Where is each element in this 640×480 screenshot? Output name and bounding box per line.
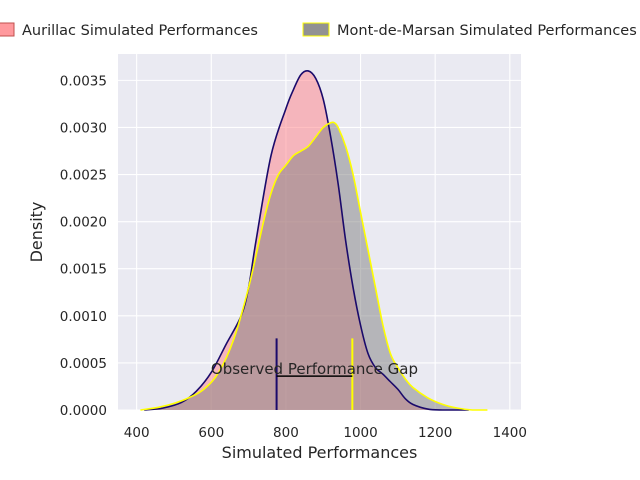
density-line-1 — [144, 70, 469, 411]
y-tick-label: 0.0000 — [60, 403, 107, 419]
y-axis-label: Density — [27, 202, 46, 263]
x-tick-labels: 400 600 800 1000 1200 1400 — [124, 425, 527, 441]
x-tick-label: 800 — [273, 425, 299, 441]
legend-swatch-1 — [0, 22, 15, 37]
y-tick-label: 0.0025 — [60, 168, 107, 184]
legend-label-2: Mont-de-Marsan Simulated Performances — [337, 23, 637, 39]
x-tick-label: 400 — [124, 425, 150, 441]
x-axis-label: Simulated Performances — [222, 443, 418, 462]
density-area-2 — [140, 122, 488, 410]
legend-label-1: Aurillac Simulated Performances — [22, 23, 258, 39]
gap-annotation-label: Observed Performance Gap — [211, 360, 418, 378]
y-tick-label: 0.0010 — [60, 309, 107, 325]
density-line-2 — [140, 121, 488, 411]
density-series — [140, 70, 488, 411]
x-tick-label: 1400 — [493, 425, 527, 441]
y-tick-label: 0.0005 — [60, 356, 107, 372]
legend: Aurillac Simulated Performances Mont-de-M… — [0, 22, 637, 39]
y-tick-label: 0.0015 — [60, 262, 107, 278]
x-tick-label: 1200 — [418, 425, 452, 441]
x-tick-label: 600 — [198, 425, 224, 441]
legend-swatch-2 — [302, 22, 330, 37]
y-tick-label: 0.0030 — [60, 120, 107, 136]
x-tick-label: 1000 — [343, 425, 377, 441]
y-tick-labels: 0.0000 0.0005 0.0010 0.0015 0.0020 0.0025 0.00… — [60, 73, 107, 419]
y-tick-label: 0.0035 — [60, 73, 107, 89]
gap-annotation: Observed Performance Gap — [211, 338, 418, 410]
y-tick-label: 0.0020 — [60, 215, 107, 231]
